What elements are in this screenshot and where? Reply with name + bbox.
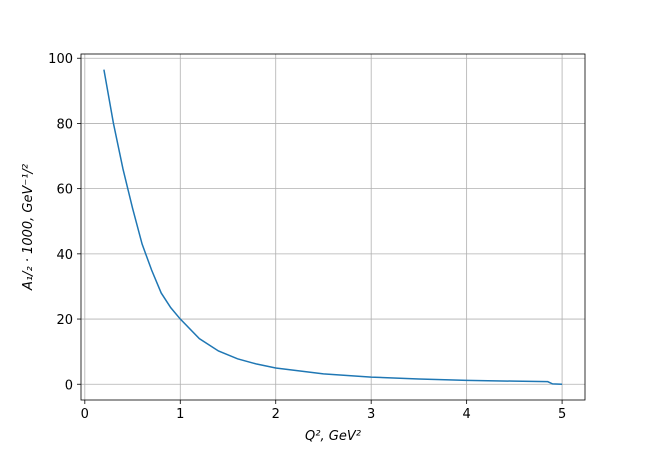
- y-tick-label: 80: [56, 117, 73, 132]
- x-tick-label: 0: [81, 407, 89, 422]
- y-tick-label: 20: [56, 313, 73, 328]
- x-axis-label: Q², GeV²: [305, 429, 361, 444]
- y-tick-label: 40: [56, 248, 73, 263]
- x-tick-label: 2: [272, 407, 280, 422]
- y-tick-label: 0: [65, 378, 73, 393]
- y-tick-label: 60: [56, 183, 73, 198]
- x-tick-label: 5: [558, 407, 566, 422]
- data-line: [103, 69, 563, 386]
- y-axis-label: A₁/₂ · 1000, GeV⁻¹/²: [21, 164, 36, 291]
- x-tick-label: 3: [367, 407, 375, 422]
- axes-frame: [80, 53, 586, 401]
- y-tick-label: 100: [48, 52, 73, 67]
- x-tick-label: 4: [462, 407, 470, 422]
- plot-area: 0 1 2 3 4 5 0 20 40 60 80 100: [48, 52, 585, 422]
- x-tick-label: 1: [176, 407, 184, 422]
